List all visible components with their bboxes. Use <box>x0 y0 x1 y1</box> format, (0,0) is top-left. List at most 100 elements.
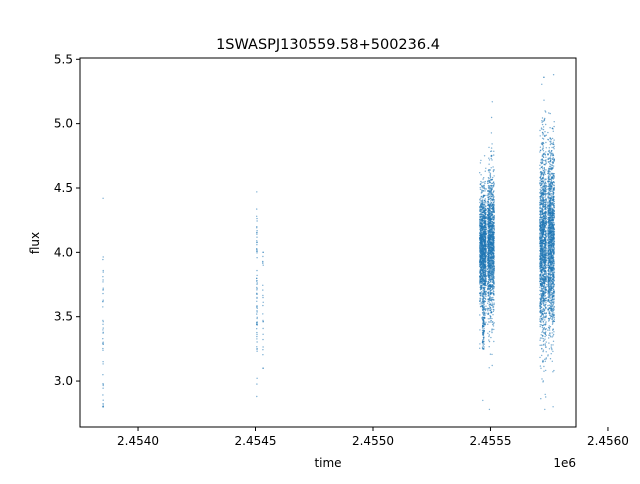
data-point <box>256 257 258 259</box>
data-point <box>539 255 541 257</box>
data-point <box>482 399 484 402</box>
data-point <box>545 192 547 195</box>
data-point <box>485 209 487 211</box>
data-point <box>544 259 546 261</box>
data-point <box>482 190 484 192</box>
data-point <box>488 211 490 214</box>
data-point <box>488 169 491 171</box>
data-point <box>483 248 485 250</box>
data-point <box>479 213 481 215</box>
data-point <box>492 285 495 287</box>
data-point <box>539 293 541 296</box>
data-point <box>543 365 545 368</box>
data-point <box>491 234 494 237</box>
data-point <box>490 215 492 217</box>
data-point <box>487 179 490 181</box>
data-point <box>491 269 493 271</box>
data-point <box>489 232 492 234</box>
data-point <box>483 236 485 238</box>
data-point <box>542 302 544 305</box>
data-point <box>484 222 486 225</box>
data-point <box>480 180 482 183</box>
data-point <box>485 321 487 323</box>
data-point <box>539 224 541 227</box>
data-point <box>542 275 544 277</box>
data-point <box>545 277 547 279</box>
data-point <box>490 260 493 263</box>
data-point <box>490 211 492 213</box>
data-point <box>483 177 485 179</box>
data-point <box>489 205 491 207</box>
data-point <box>492 256 494 258</box>
data-point <box>480 292 482 294</box>
data-point <box>102 256 104 258</box>
data-point <box>491 242 493 244</box>
data-point <box>542 273 544 275</box>
data-point <box>490 157 492 160</box>
data-point <box>541 180 543 182</box>
data-point <box>485 167 487 169</box>
data-point <box>102 343 104 345</box>
data-point <box>262 338 264 341</box>
data-point <box>484 244 487 246</box>
data-point <box>481 202 483 204</box>
data-point <box>256 289 258 291</box>
data-point <box>543 247 546 249</box>
data-point <box>484 251 486 254</box>
data-point <box>481 205 483 207</box>
data-point <box>544 393 546 396</box>
data-point <box>492 222 494 224</box>
data-point <box>492 166 494 168</box>
data-point <box>545 233 547 235</box>
data-point <box>485 295 487 298</box>
data-point <box>542 324 544 326</box>
data-point <box>493 290 495 293</box>
data-point <box>262 367 264 369</box>
data-point <box>543 193 545 196</box>
data-point <box>545 331 547 333</box>
data-point <box>543 370 545 372</box>
data-point <box>492 278 494 280</box>
data-point <box>542 170 544 172</box>
data-point <box>489 303 491 305</box>
data-point <box>102 197 104 199</box>
data-point <box>481 211 483 213</box>
data-point <box>484 236 486 238</box>
data-point <box>262 304 264 307</box>
data-point <box>256 227 258 229</box>
data-point <box>492 224 494 226</box>
data-point <box>491 304 494 306</box>
data-point <box>493 303 495 306</box>
data-point <box>479 272 481 274</box>
data-point <box>479 246 481 248</box>
data-point <box>488 159 491 161</box>
data-point <box>553 331 555 333</box>
data-point <box>539 324 541 326</box>
data-point <box>539 274 542 277</box>
data-point <box>484 294 486 296</box>
data-point <box>480 253 482 255</box>
data-point <box>479 221 482 223</box>
data-point <box>541 213 544 215</box>
data-point <box>542 215 545 217</box>
data-points <box>102 74 556 411</box>
data-point <box>262 284 264 286</box>
data-point <box>540 227 542 229</box>
data-point <box>545 315 547 317</box>
data-point <box>490 310 492 312</box>
data-point <box>481 311 484 314</box>
data-point <box>488 321 490 323</box>
data-point <box>483 222 485 225</box>
data-point <box>489 290 492 292</box>
data-point <box>483 206 485 209</box>
data-point <box>542 197 544 199</box>
data-point <box>493 169 495 171</box>
data-point <box>491 298 494 301</box>
data-point <box>483 329 485 332</box>
data-point <box>256 316 258 318</box>
data-point <box>483 322 485 324</box>
data-point <box>256 252 258 254</box>
data-point <box>540 310 542 312</box>
data-point <box>482 279 484 281</box>
data-point <box>487 248 490 250</box>
